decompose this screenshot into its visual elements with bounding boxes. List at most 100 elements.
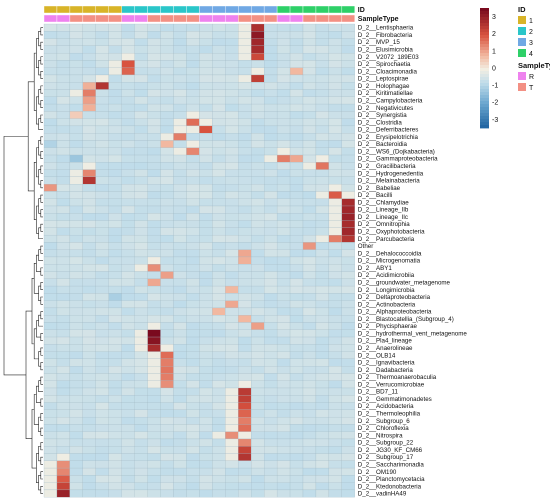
colorbar-tick-label: -3 [492,117,498,124]
heatmap-cell [56,184,71,192]
heatmap-cell [121,380,135,389]
heatmap-cell [199,176,213,185]
heatmap-cell [225,271,239,279]
heatmap-cell [82,460,96,469]
heatmap-cell [341,52,355,61]
heatmap-cell [264,438,278,447]
heatmap-cell [173,249,187,258]
heatmap-cell [56,103,71,112]
heatmap-cell [173,322,187,330]
heatmap-cell [43,45,58,54]
heatmap-cell [225,234,239,243]
heatmap-cell [302,249,317,258]
sampletype-annotation-cell [173,14,187,23]
heatmap-cell [212,293,226,301]
heatmap-cell [147,482,161,491]
heatmap-cell [276,169,291,178]
heatmap-cell [56,285,71,294]
heatmap-cell [328,191,342,199]
heatmap-cell [82,336,96,345]
heatmap-cell [264,329,278,338]
heatmap-cell [108,249,122,258]
heatmap-cell [173,431,187,440]
heatmap-cell [212,191,226,199]
heatmap-cell [289,60,304,68]
heatmap-cell [108,191,122,199]
heatmap-cell [147,89,161,97]
heatmap-cell [56,60,71,68]
heatmap-cell [328,60,342,68]
row-label: D_2__Thermoanaerobaculia [358,374,437,381]
row-label: D_2__Gammaproteobacteria [358,156,438,163]
heatmap-cell [160,140,174,148]
heatmap-cell [121,103,135,112]
heatmap-cell [69,264,83,272]
heatmap-cell [82,169,96,178]
heatmap-cell [43,278,58,287]
heatmap-cell [238,278,252,287]
heatmap-cell [43,307,58,316]
heatmap-cell [264,285,278,294]
heatmap-cell [173,169,187,178]
heatmap-cell [95,154,109,163]
row-label: D_2__Nitrospira [358,432,403,439]
heatmap-cell [225,96,239,105]
heatmap-cell [134,322,148,330]
heatmap-cell [264,176,278,185]
heatmap-cell [238,31,252,39]
heatmap-cell [302,424,317,432]
heatmap-cell [95,147,109,156]
heatmap-cell [315,409,330,418]
heatmap-cell [199,424,213,432]
heatmap-cell [315,89,330,97]
heatmap-cell [328,96,342,105]
heatmap-cell [173,467,187,476]
heatmap-cell [315,293,330,301]
heatmap-cell [186,125,200,134]
heatmap-cell [238,67,252,76]
heatmap-cell [328,278,342,287]
heatmap-cell [302,205,317,214]
heatmap-cell [199,23,213,32]
heatmap-cell [147,278,161,287]
heatmap-cell [212,118,226,127]
heatmap-cell [251,74,265,83]
heatmap-cell [315,74,330,83]
heatmap-cell [199,278,213,287]
dendrogram-branch [40,398,43,407]
heatmap-cell [264,103,278,112]
heatmap-cell [173,293,187,301]
heatmap-cell [199,344,213,352]
heatmap-cell [56,336,71,345]
heatmap-cell [186,176,200,185]
heatmap-cell [43,460,58,469]
heatmap-cell [238,431,252,440]
heatmap-cell [289,322,304,330]
heatmap-cell [173,380,187,389]
colorbar-segment [480,77,489,81]
heatmap-cell [199,89,213,97]
heatmap-cell [212,67,226,76]
heatmap-cell [56,293,71,301]
heatmap-cell [212,205,226,214]
heatmap-cell [43,336,58,345]
heatmap-cell [302,147,317,156]
heatmap-cell [186,315,200,323]
heatmap-cell [173,366,187,374]
heatmap-cell [251,336,265,345]
heatmap-cell [315,191,330,199]
heatmap-cell [328,336,342,345]
heatmap-cell [276,45,291,54]
heatmap-cell [56,380,71,389]
heatmap-cell [147,431,161,440]
heatmap-cell [186,234,200,243]
heatmap-cell [315,285,330,294]
heatmap-cell [134,140,148,148]
heatmap-cell [199,205,213,214]
heatmap-cell [199,336,213,345]
colorbar-segment [480,71,489,75]
heatmap-cell [328,125,342,134]
heatmap-cell [341,416,355,425]
heatmap-cell [56,96,71,105]
